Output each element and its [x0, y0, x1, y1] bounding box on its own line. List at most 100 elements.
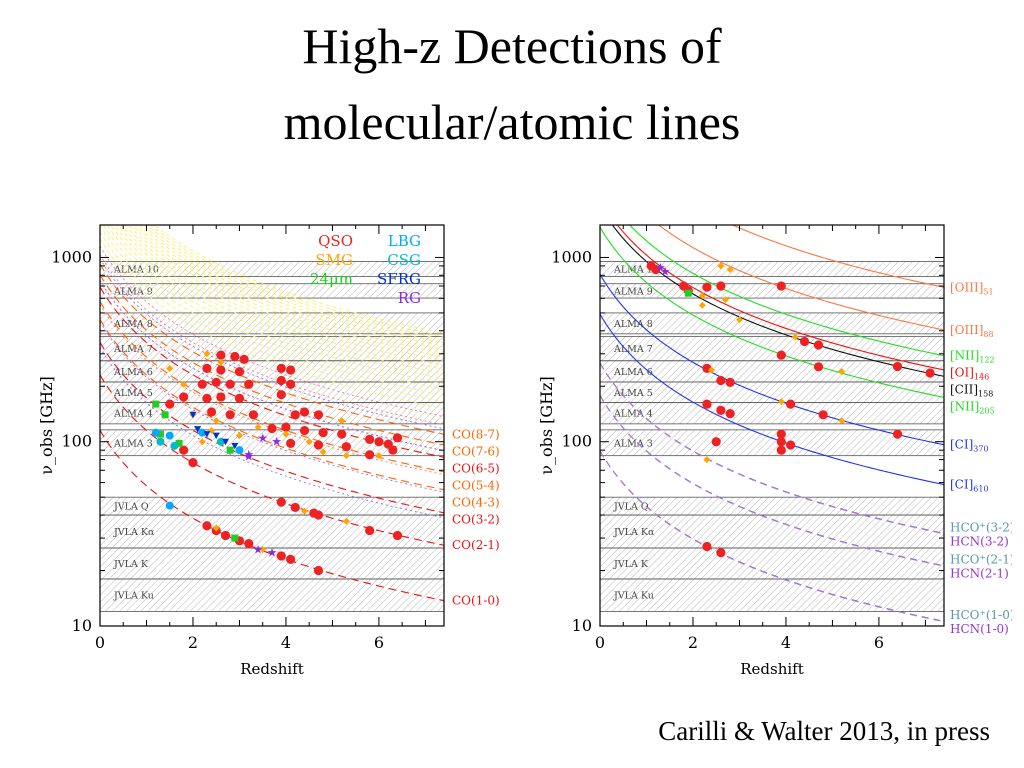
left-band-label: ALMA 10 — [113, 265, 159, 276]
right-line-label: [NII]205 — [950, 400, 995, 416]
right-hcn-label: HCN(3-2) — [950, 534, 1009, 548]
left-data-point — [151, 428, 160, 437]
left-data-point — [222, 438, 230, 446]
right-band-label: ALMA 4 — [613, 409, 653, 420]
left-data-point — [189, 411, 197, 419]
left-background-curve — [113, 225, 444, 375]
right-data-point — [776, 437, 786, 447]
left-band-label: JVLA K — [113, 559, 149, 570]
left-band-label: ALMA 8 — [113, 319, 153, 330]
left-band-label: ALMA 6 — [113, 367, 153, 378]
right-x-tick-label: 4 — [781, 633, 791, 652]
right-band: JVLA Q — [599, 496, 945, 516]
left-legend-entry: LBG — [388, 232, 421, 250]
left-plot-frame — [99, 224, 445, 627]
left-data-point — [235, 432, 243, 440]
left-data-point — [202, 363, 212, 373]
left-data-point: ★ — [267, 546, 278, 560]
right-hco-label: HCO⁺(3-2) — [950, 520, 1012, 534]
right-data-point — [791, 333, 799, 341]
right-band-label: ALMA 9 — [613, 286, 653, 297]
left-data-point — [165, 399, 175, 409]
left-data-point — [285, 438, 296, 448]
right-band-label: ALMA 7 — [613, 344, 653, 355]
left-data-point — [203, 431, 211, 438]
left-band-label: JVLA Kα — [113, 527, 155, 538]
right-data-point — [838, 417, 846, 425]
right-band: JVLA Ku — [599, 578, 945, 612]
left-data-point — [276, 551, 286, 561]
left-background-curve — [131, 225, 444, 354]
left-data-point — [318, 428, 328, 438]
right-line-label: [OI]146 — [950, 366, 989, 382]
right-data-point — [838, 368, 846, 376]
left-background-curve — [146, 225, 444, 341]
right-data-point — [776, 445, 786, 455]
right-band-rect — [599, 578, 945, 612]
left-data-point — [276, 375, 286, 386]
co-lines-chart: ALMA 10 ALMA 9 ALMA 8 ALMA 7 ALMA 6 ALMA 5 ALM… — [37, 224, 500, 678]
left-data-point — [388, 445, 398, 455]
right-y-tick-label: 10 — [572, 616, 592, 635]
left-data-point — [170, 441, 179, 450]
right-data-point — [725, 409, 735, 419]
right-data-point — [892, 429, 903, 439]
left-data-point — [217, 358, 225, 366]
right-band: ALMA 9 — [599, 283, 945, 299]
right-data-point — [776, 350, 786, 360]
left-line-label: CO(5-4) — [452, 478, 500, 492]
left-background-curve — [135, 225, 444, 351]
right-line-curve — [731, 225, 944, 288]
right-data-point — [716, 405, 726, 415]
left-line-label: CO(7-6) — [452, 444, 500, 458]
right-band-rect — [599, 429, 945, 457]
left-line-label: CO(2-1) — [452, 538, 500, 552]
left-data-point — [203, 350, 211, 358]
left-data-point — [216, 350, 226, 360]
citation: Carilli & Walter 2013, in press — [658, 716, 990, 746]
left-data-point — [285, 554, 296, 564]
left-band-label: JVLA Ku — [113, 591, 154, 602]
right-line-curve — [657, 225, 944, 331]
right-line-label: [CI]610 — [950, 478, 989, 494]
right-y-axis-label: ν_obs [GHz] — [537, 376, 556, 475]
left-data-point — [365, 450, 375, 460]
left-data-point — [152, 400, 160, 408]
right-band: ALMA 4 — [599, 402, 945, 425]
page-title-line-2: molecular/atomic lines — [283, 94, 741, 150]
left-data-point — [313, 565, 324, 576]
right-band-label: ALMA 6 — [613, 367, 653, 378]
left-data-point — [161, 411, 169, 419]
left-background-curve — [100, 321, 444, 493]
left-data-point — [231, 442, 239, 450]
left-data-point — [225, 410, 235, 420]
left-data-point — [248, 410, 259, 420]
left-data-point: ★ — [253, 543, 264, 557]
left-background-curve — [102, 225, 444, 391]
right-line-label: [OIII]51 — [950, 280, 994, 296]
right-data-point — [698, 292, 706, 300]
right-line-curve — [600, 274, 944, 446]
left-curve-group — [100, 225, 444, 602]
left-data-point — [342, 517, 350, 525]
left-background-curve — [149, 225, 444, 337]
left-background-curve — [100, 347, 444, 519]
left-line-label: CO(3-2) — [452, 512, 500, 526]
left-data-point — [175, 439, 183, 447]
right-band-label: JVLA K — [613, 559, 649, 570]
right-band-label: ALMA 3 — [613, 438, 653, 449]
right-data-point — [702, 282, 712, 292]
right-data-point: ★ — [655, 261, 666, 275]
left-data-point — [244, 538, 254, 549]
left-data-point — [276, 497, 286, 507]
left-ticks — [99, 225, 444, 627]
left-data-point — [239, 354, 249, 364]
left-data-point — [342, 452, 350, 460]
right-x-tick-label: 6 — [874, 633, 884, 652]
left-data-point: ★ — [257, 431, 268, 445]
left-data-point — [198, 428, 207, 437]
atomic-lines-chart: ALMA 10 ALMA 9 ALMA 8 ALMA 7 ALMA 6 ALMA 5 ALM… — [537, 224, 1012, 678]
right-data-point — [708, 366, 716, 374]
left-data-point — [301, 507, 309, 515]
right-x-tick-label: 0 — [595, 633, 605, 652]
